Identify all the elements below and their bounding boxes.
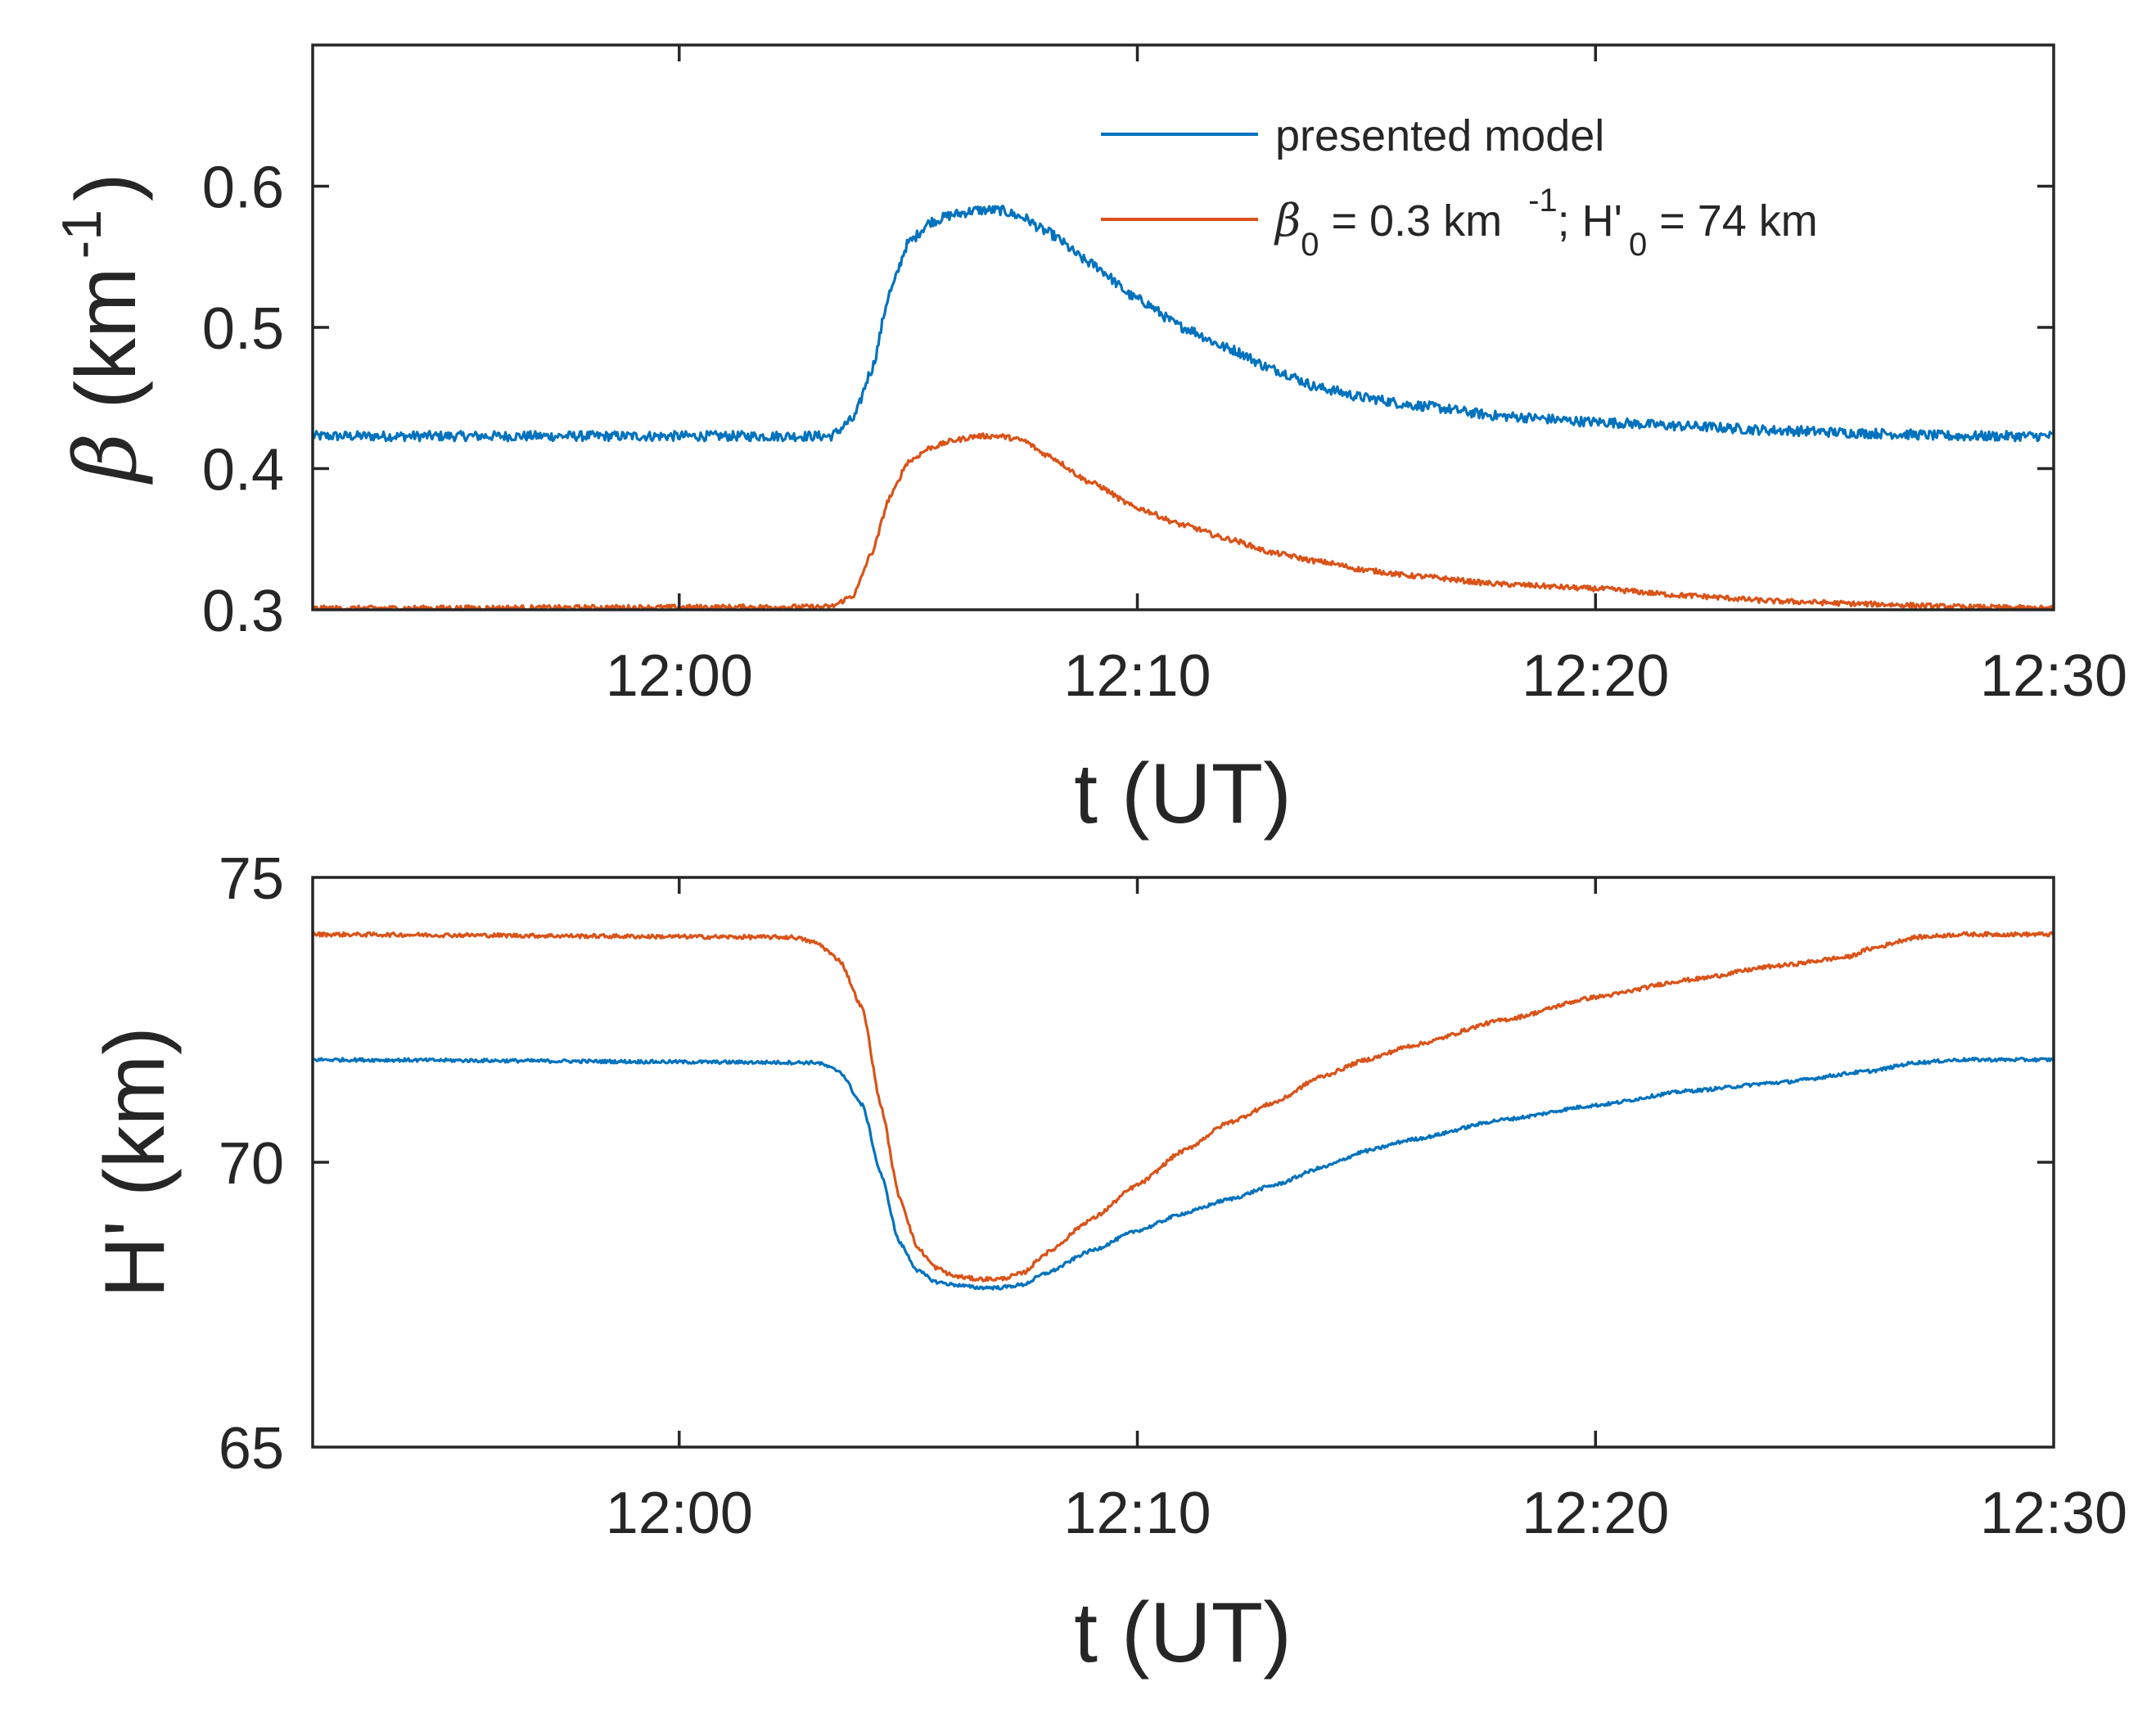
beta-panel: 12:00 12:10 12:20 12:300.30.40.50.6 t (UT) … <box>51 43 2127 841</box>
beta-y-tick-label: 0.5 <box>202 296 284 362</box>
beta-x-tick-label: 12:20 <box>1522 643 1669 709</box>
legend-label-presented-model: presented model <box>1275 111 1604 160</box>
height-panel: 12:00 12:10 12:20 12:30 65 70 75 t (UT) H' (km… <box>88 846 2127 1680</box>
legend-beta-symbol: β <box>1274 195 1301 246</box>
beta-y-unit: (km <box>59 267 154 432</box>
height-series-group <box>311 931 2055 1291</box>
legend-label-reference-model: β0 = 0.3 km -1; H' 0 = 74 km <box>1274 183 1818 263</box>
beta-y-exponent: -1 <box>51 210 113 259</box>
beta-y-tick-label: 0.3 <box>202 579 284 644</box>
height-series-line-reference-model <box>311 931 2055 1283</box>
beta-y-tick-label: 0.4 <box>202 438 284 503</box>
beta-ticks-group: 12:00 12:10 12:20 12:30 0.3 0.4 0.5 0.6 <box>202 45 2127 709</box>
legend-h-value: = 74 km <box>1647 196 1818 246</box>
legend-h-label: ; H' <box>1558 196 1622 246</box>
beta-x-axis-title: t (UT) <box>1074 746 1292 841</box>
height-x-tick-label: 12:30 <box>1980 1481 2127 1546</box>
height-ticks-group: 12:00 12:10 12:20 12:30 65 70 75 <box>219 846 2127 1546</box>
height-y-tick-label: 75 <box>219 846 284 912</box>
beta-x-tick-label: 12:10 <box>1063 643 1211 709</box>
height-x-tick-label: 12:00 <box>606 1481 753 1546</box>
height-y-tick-label: 65 <box>219 1416 284 1481</box>
height-x-axis-title: t (UT) <box>1074 1585 1292 1680</box>
height-y-axis-title: H' (km) <box>88 1026 183 1298</box>
legend-beta-value: = 0.3 km <box>1319 196 1502 246</box>
beta-x-tick-label: 12:00 <box>606 643 753 709</box>
height-x-tick-label: 12:20 <box>1522 1481 1669 1546</box>
height-series-line-presented-model <box>312 1057 2055 1291</box>
legend-h-subscript: 0 <box>1629 227 1647 263</box>
beta-x-tick-label: 12:30 <box>1980 643 2127 709</box>
beta-y-symbol: β <box>56 433 156 485</box>
legend: presented model β0 = 0.3 km -1; H' 0 = 74 … <box>1101 111 1818 263</box>
beta-series-line-reference-model <box>311 432 2055 611</box>
beta-y-axis-title: β (km -1) <box>51 173 156 485</box>
beta-series-group <box>311 205 2055 611</box>
legend-km-exponent: -1 <box>1528 183 1558 219</box>
height-x-tick-label: 12:10 <box>1063 1481 1211 1546</box>
beta-y-close: ) <box>59 173 154 201</box>
legend-beta-subscript: 0 <box>1301 227 1319 263</box>
beta-y-tick-label: 0.6 <box>202 156 284 221</box>
beta-series-line-presented-model <box>311 205 2055 443</box>
height-y-tick-label: 70 <box>219 1131 284 1197</box>
